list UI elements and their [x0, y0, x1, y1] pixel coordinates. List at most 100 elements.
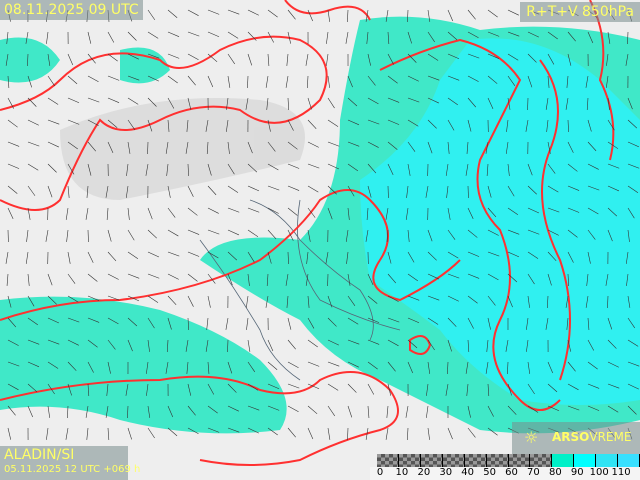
- wind-barb: [67, 361, 77, 371]
- wind-barb: [227, 31, 239, 39]
- wind-barb: [325, 251, 329, 264]
- wind-barb: [467, 119, 472, 132]
- wind-barb: [167, 97, 175, 109]
- wind-barb: [587, 163, 599, 170]
- wind-barb: [247, 273, 250, 286]
- wind-barb: [546, 295, 549, 308]
- wind-barb: [7, 207, 14, 219]
- wind-barb: [447, 97, 458, 106]
- wind-barb: [487, 273, 499, 281]
- wind-barb: [407, 141, 416, 152]
- wind-barb: [147, 229, 157, 239]
- wind-barb: [27, 119, 39, 126]
- wind-barb: [47, 119, 60, 125]
- wind-barb: [587, 251, 591, 264]
- wind-barb: [25, 251, 29, 264]
- wind-barb: [487, 229, 499, 236]
- wind-barb: [87, 75, 99, 83]
- wind-barb: [547, 31, 558, 40]
- wind-barb: [266, 97, 269, 110]
- wind-barb: [7, 339, 19, 346]
- wind-barb: [347, 185, 355, 197]
- wind-barb: [507, 383, 512, 396]
- isotherms: [0, 0, 615, 466]
- wind-barb: [187, 317, 189, 330]
- wind-barb: [7, 317, 17, 328]
- wind-barb: [387, 141, 398, 150]
- wind-barb: [367, 405, 370, 418]
- wind-barb: [267, 53, 270, 66]
- colorbar-tick-label: 40: [461, 467, 475, 478]
- colorbar-tick-label: 10: [395, 467, 409, 478]
- wind-barb: [7, 185, 18, 194]
- wind-barb: [587, 405, 600, 411]
- wind-barb: [427, 97, 440, 104]
- wind-barb: [365, 427, 369, 440]
- wind-barb: [347, 339, 360, 345]
- wind-barb: [107, 317, 119, 325]
- wind-barb: [507, 295, 513, 308]
- wind-barb: [85, 405, 89, 418]
- wind-barb: [387, 339, 399, 347]
- wind-barb: [487, 405, 494, 417]
- wind-barb: [267, 339, 274, 352]
- wind-barb: [67, 317, 80, 323]
- wind-barb: [47, 163, 57, 173]
- wind-barb: [287, 427, 296, 438]
- wind-barb: [367, 119, 380, 125]
- wind-barb: [347, 361, 359, 368]
- wind-barb: [47, 53, 51, 66]
- wind-barb: [247, 383, 259, 391]
- wind-barb: [307, 317, 315, 329]
- wind-barb: [5, 251, 9, 264]
- wind-barb: [105, 185, 109, 198]
- wind-barb: [87, 383, 90, 396]
- wind-barb: [207, 251, 219, 259]
- wind-barb: [187, 185, 194, 197]
- wind-barb: [47, 295, 57, 305]
- wind-barb: [627, 317, 636, 329]
- colorbar-cell: [574, 454, 596, 468]
- wind-barb: [307, 97, 312, 110]
- wind-barb: [287, 405, 299, 412]
- wind-barb: [327, 427, 331, 440]
- wind-barb: [487, 207, 497, 218]
- wind-barb: [467, 97, 477, 108]
- wind-barb: [427, 339, 435, 351]
- wind-barb: [127, 229, 135, 241]
- wind-barb: [247, 31, 257, 41]
- wind-barb: [147, 295, 159, 303]
- wind-barb: [287, 361, 299, 368]
- wind-barb: [567, 207, 580, 213]
- wind-barb: [407, 119, 419, 127]
- wind-barb: [567, 361, 576, 372]
- wind-barb: [127, 31, 137, 41]
- wind-barb: [605, 273, 609, 286]
- wind-barb: [145, 163, 149, 176]
- wind-barb: [287, 229, 294, 241]
- wind-barb: [147, 405, 151, 418]
- wind-barb: [447, 207, 451, 220]
- wind-barb: [347, 163, 359, 172]
- wind-barb: [467, 317, 474, 329]
- wind-barb: [227, 251, 238, 261]
- wind-barb: [565, 295, 569, 308]
- wind-barb: [67, 295, 79, 303]
- wind-barb: [227, 185, 239, 193]
- wind-barb: [427, 427, 430, 440]
- wind-barb: [245, 295, 249, 308]
- wind-barb: [507, 9, 519, 16]
- wind-barb: [167, 9, 178, 18]
- wind-barb: [167, 207, 176, 218]
- wind-barb: [247, 405, 260, 411]
- wind-barb: [486, 339, 489, 352]
- wind-barb: [287, 317, 292, 330]
- wind-barb: [607, 295, 609, 309]
- wind-barb: [206, 141, 209, 154]
- wind-barb: [87, 273, 98, 282]
- wind-barb: [27, 383, 38, 393]
- wind-barb: [186, 119, 189, 132]
- wind-barb: [307, 9, 313, 22]
- wind-barb: [487, 295, 496, 306]
- wind-barb: [207, 9, 220, 15]
